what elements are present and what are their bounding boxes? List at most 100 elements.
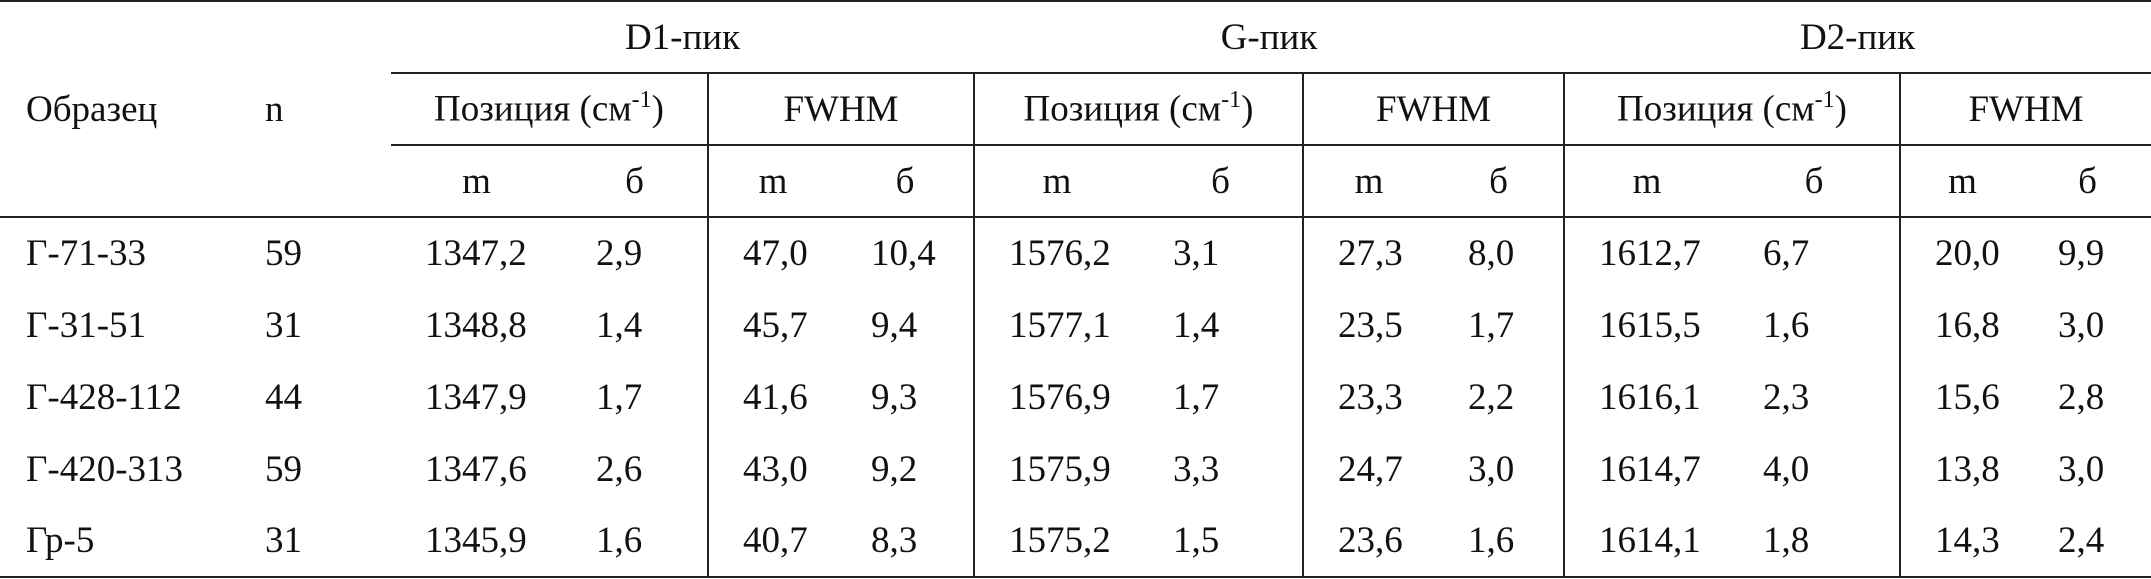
stat-header: m xyxy=(1563,145,1729,218)
n-header: n xyxy=(262,0,391,218)
subgroup-header: Позиция (см-1) xyxy=(973,73,1303,146)
subgroup-title: FWHM xyxy=(1968,88,2084,130)
stat-header: m xyxy=(973,145,1139,218)
sample-header: Образец xyxy=(0,0,262,218)
data-cell: 4,0 xyxy=(1763,448,1810,490)
stat-header: m xyxy=(707,145,837,218)
subgroup-title: Позиция (см xyxy=(1023,88,1222,130)
data-cell: 3,0 xyxy=(1468,448,1515,490)
data-cell: 1,6 xyxy=(1763,304,1810,346)
data-cell: 31 xyxy=(262,505,391,578)
superscript: -1 xyxy=(1814,87,1835,114)
data-cell: 13,8 xyxy=(1899,433,2024,505)
data-cell: 16,8 xyxy=(1899,289,2024,361)
stat-header: б xyxy=(1434,145,1564,218)
subgroup-title: FWHM xyxy=(783,88,899,130)
data-cell: 24,7 xyxy=(1302,433,1434,505)
data-cell: 1,5 xyxy=(1139,505,1303,578)
data-cell: 8,0 xyxy=(1468,233,1515,274)
data-cell: 3,3 xyxy=(1173,448,1220,490)
stat-header: б xyxy=(1729,145,1900,218)
data-cell: 1,6 xyxy=(1434,505,1564,578)
data-cell: 2,9 xyxy=(596,233,643,274)
data-row: Г-420-313 59 1347,6 2,6 43,0 9,2 1575,9 3,3 24,7… xyxy=(0,433,2151,505)
data-cell: 9,9 xyxy=(2058,233,2105,274)
data-row: Г-428-112 44 1347,9 1,7 41,6 9,3 1576,9 1,7 23,3… xyxy=(0,361,2151,433)
data-cell: 9,3 xyxy=(871,376,918,418)
data-cell: 10,4 xyxy=(871,233,936,274)
data-cell: 14,3 xyxy=(1899,505,2024,578)
stat-header: m xyxy=(1899,145,2024,218)
data-cell: 43,0 xyxy=(707,433,837,505)
header-row: Позиция (см-1) FWHM Позиция (см-1) FWHM Пози… xyxy=(0,73,2151,146)
data-cell: 1614,1 xyxy=(1563,505,1729,578)
sample-cell: Гр-5 xyxy=(0,505,262,578)
superscript: -1 xyxy=(631,87,652,114)
data-cell: 1615,5 xyxy=(1563,289,1729,361)
data-cell: 45,7 xyxy=(707,289,837,361)
stat-header: б xyxy=(2024,145,2151,218)
subgroup-header: Позиция (см-1) xyxy=(1563,73,1900,146)
data-cell: 8,3 xyxy=(837,505,974,578)
group-header: G-пик xyxy=(974,0,1564,74)
stat-header: б xyxy=(562,145,708,218)
data-cell: 1347,6 xyxy=(425,448,527,490)
data-cell: 59 xyxy=(265,448,302,490)
data-cell: 1,6 xyxy=(562,505,708,578)
subgroup-tail: ) xyxy=(1834,88,1847,130)
data-cell: 27,3 xyxy=(1302,217,1434,289)
group-header: D1-пик xyxy=(391,0,974,74)
data-cell: 1,8 xyxy=(1729,505,1900,578)
data-cell: 23,3 xyxy=(1302,361,1434,433)
header-row: Образец n D1-пик G-пик D2-пик xyxy=(0,0,2151,218)
data-cell: 1347,2 xyxy=(425,233,527,274)
data-cell: 3,1 xyxy=(1173,233,1220,274)
data-cell: 2,4 xyxy=(2024,505,2151,578)
stat-header: б xyxy=(1139,145,1303,218)
data-cell: 15,6 xyxy=(1899,361,2024,433)
stat-header: m xyxy=(391,145,562,218)
subgroup-title: Позиция (см xyxy=(434,88,632,130)
data-cell: 2,2 xyxy=(1468,376,1515,418)
data-cell: 3,0 xyxy=(2058,304,2105,346)
data-cell: 20,0 xyxy=(1899,217,2024,289)
data-cell: 9,2 xyxy=(871,448,918,490)
data-row: Г-31-51 31 1348,8 1,4 45,7 9,4 1577,1 1,4 23,5 1,… xyxy=(0,289,2151,361)
data-cell: 3,0 xyxy=(2058,448,2105,490)
superscript: -1 xyxy=(1221,87,1242,114)
data-cell: 1616,1 xyxy=(1563,361,1729,433)
sample-cell: Г-420-313 xyxy=(26,448,184,490)
data-cell: 59 xyxy=(265,233,302,274)
subgroup-header: FWHM xyxy=(1899,73,2151,146)
subgroup-tail: ) xyxy=(651,88,664,130)
stat-header: m xyxy=(1302,145,1434,218)
data-cell: 44 xyxy=(265,376,302,418)
subgroup-title: FWHM xyxy=(1375,88,1492,130)
data-cell: 1576,9 xyxy=(973,361,1139,433)
data-cell: 1612,7 xyxy=(1563,217,1729,289)
data-cell: 1347,9 xyxy=(425,376,527,418)
sample-cell: Г-428-112 xyxy=(26,376,182,418)
data-cell: 47,0 xyxy=(707,217,837,289)
data-cell: 1,4 xyxy=(596,304,643,346)
data-cell: 1,7 xyxy=(1173,376,1220,418)
data-cell: 1348,8 xyxy=(425,304,527,346)
subgroup-header: FWHM xyxy=(1302,73,1564,146)
data-cell: 9,4 xyxy=(871,304,918,346)
subgroup-title: Позиция (см xyxy=(1617,88,1815,130)
data-cell: 1,4 xyxy=(1173,304,1220,346)
data-cell: 1575,9 xyxy=(973,433,1139,505)
data-cell: 1345,9 xyxy=(391,505,562,578)
data-cell: 2,8 xyxy=(2058,376,2105,418)
data-cell: 1,7 xyxy=(596,376,643,418)
data-cell: 2,6 xyxy=(596,448,643,490)
data-cell: 23,6 xyxy=(1302,505,1434,578)
data-cell: 41,6 xyxy=(707,361,837,433)
data-cell: 31 xyxy=(265,304,302,346)
data-cell: 1,7 xyxy=(1468,304,1515,346)
stat-header: б xyxy=(837,145,974,218)
